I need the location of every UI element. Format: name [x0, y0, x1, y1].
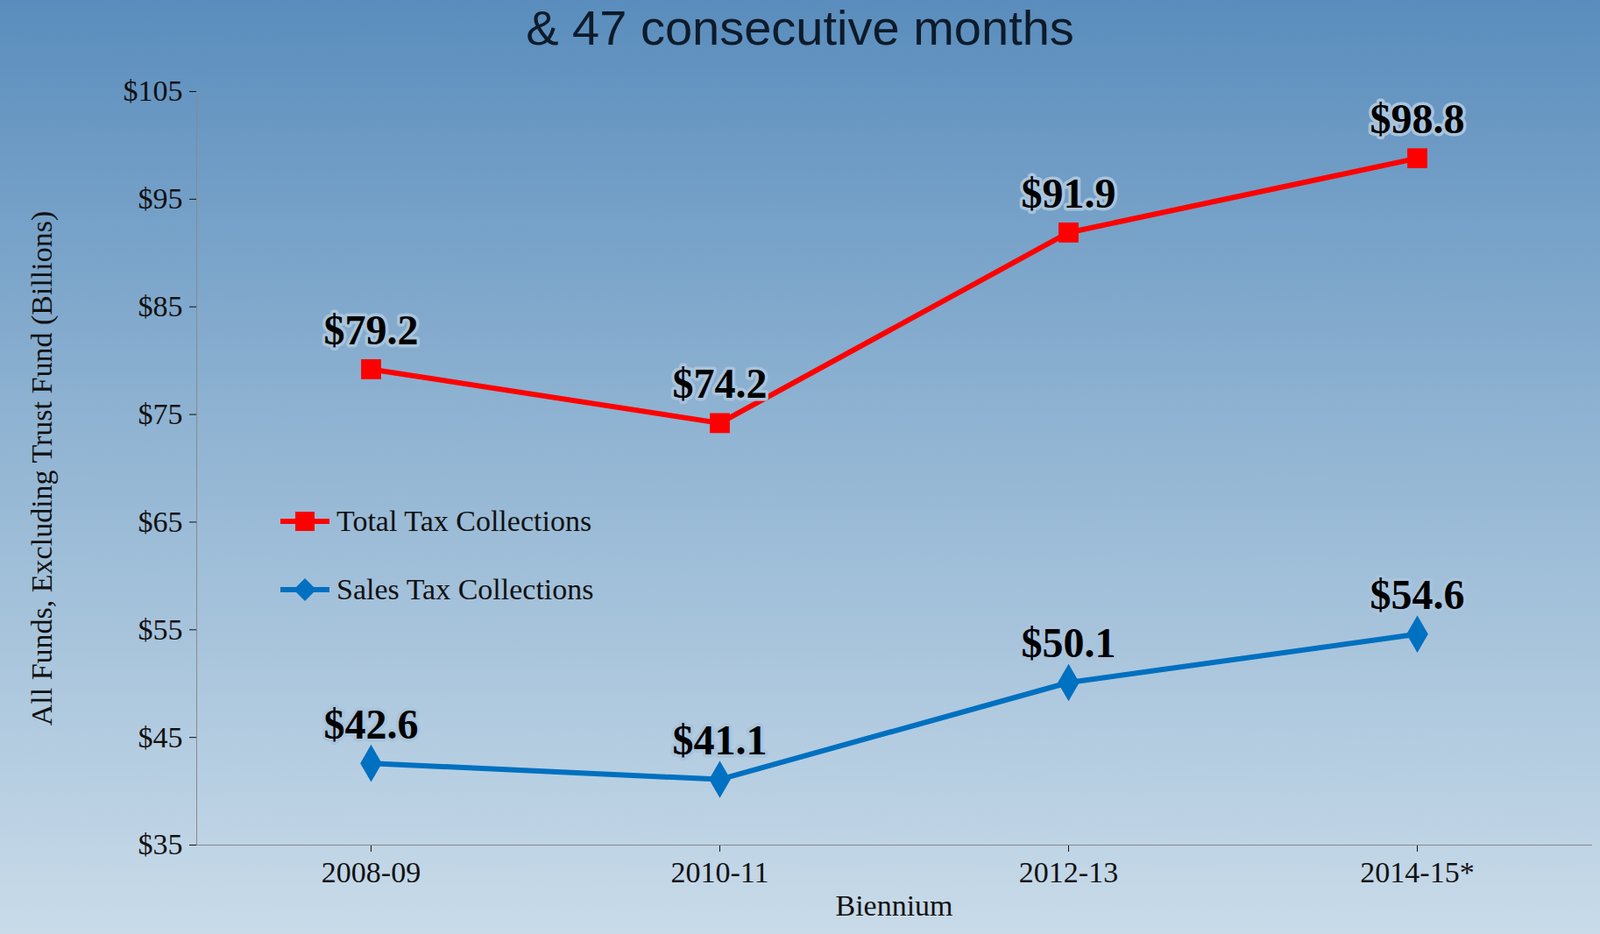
svg-text:$65: $65	[138, 505, 184, 539]
svg-text:2008-09: 2008-09	[321, 856, 421, 889]
html-text:& 47 consecutive months: & 47 consecutive months	[525, 0, 1075, 56]
svg-text:$85: $85	[138, 290, 184, 323]
svg-text:$50.1: $50.1	[1021, 619, 1117, 666]
svg-text:$75: $75	[138, 397, 184, 431]
svg-text:$98.8: $98.8	[1370, 95, 1466, 142]
svg-text:$74.2: $74.2	[672, 360, 768, 407]
html-text:Sales Tax Collections: Sales Tax Collections	[336, 573, 594, 606]
svg-text:$91.9: $91.9	[1021, 169, 1117, 217]
svg-text:2010-11: 2010-11	[670, 856, 769, 889]
svg-text:$45: $45	[138, 721, 184, 754]
svg-text:$42.6: $42.6	[324, 700, 419, 747]
svg-text:Biennium: Biennium	[835, 889, 953, 922]
svg-text:2012-13: 2012-13	[1019, 856, 1119, 889]
svg-text:$105: $105	[123, 74, 184, 107]
svg-text:$35: $35	[138, 828, 184, 861]
svg-text:$55: $55	[138, 613, 184, 646]
svg-text:$41.1: $41.1	[672, 716, 768, 764]
html-text:Total Tax Collections: Total Tax Collections	[336, 504, 592, 538]
svg-text:$79.2: $79.2	[324, 306, 419, 354]
svg-text:2014-15*: 2014-15*	[1359, 856, 1474, 889]
svg-text:$54.6: $54.6	[1370, 571, 1466, 618]
svg-text:$95: $95	[138, 182, 184, 215]
svg-text:All Funds, Excluding Trust Fun: All Funds, Excluding Trust Fund (Billion…	[25, 211, 59, 727]
